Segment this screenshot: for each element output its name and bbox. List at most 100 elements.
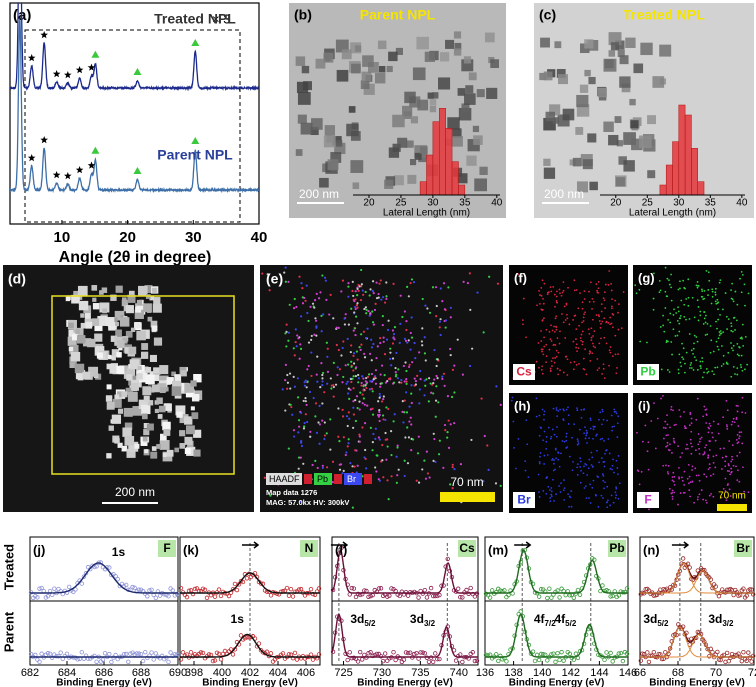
element-dot xyxy=(354,307,357,311)
scatter-point xyxy=(147,588,152,593)
element-dot xyxy=(736,373,739,376)
element-dot xyxy=(703,371,705,374)
element-dot xyxy=(323,434,327,437)
element-dot xyxy=(449,483,452,486)
element-dot xyxy=(341,408,344,411)
scatter-point xyxy=(47,651,53,657)
peak-label: 4f7/2 xyxy=(534,612,556,628)
element-dot xyxy=(358,435,361,438)
element-dot xyxy=(374,427,377,430)
scatter-point xyxy=(422,651,428,656)
element-dot xyxy=(570,505,573,508)
element-dot xyxy=(487,468,490,471)
scatter-point xyxy=(646,659,652,665)
element-dot xyxy=(686,443,688,446)
element-dot xyxy=(707,289,710,291)
x-tick-label: 690 xyxy=(169,667,187,679)
element-dot xyxy=(700,489,703,491)
element-dot xyxy=(321,373,324,377)
element-dot xyxy=(284,363,287,366)
element-dot xyxy=(610,289,613,292)
element-dot xyxy=(494,482,498,485)
element-dot xyxy=(693,501,695,504)
element-dot xyxy=(427,377,431,380)
element-dot xyxy=(684,362,686,365)
element-dot xyxy=(354,449,357,452)
element-dot xyxy=(390,475,393,478)
scatter-point xyxy=(278,589,284,595)
scale-label: 70 nm xyxy=(718,491,746,502)
element-dot xyxy=(670,405,673,408)
element-dot xyxy=(266,273,269,276)
scale-label: 70 nm xyxy=(450,475,483,489)
element-dot xyxy=(401,315,404,319)
element-dot xyxy=(668,279,670,282)
element-dot xyxy=(363,422,367,425)
element-dot xyxy=(358,285,361,288)
element-dot xyxy=(705,270,708,272)
element-dot xyxy=(670,286,673,289)
element-dot xyxy=(304,413,307,416)
peak-label-sub: 5/2 xyxy=(657,619,669,628)
nanoplatelet xyxy=(147,316,153,322)
element-dot xyxy=(338,468,342,471)
scatter-point xyxy=(744,658,749,664)
element-dot xyxy=(725,399,728,402)
element-dot xyxy=(572,368,575,371)
element-dot xyxy=(715,320,717,323)
scatter-point xyxy=(198,650,204,655)
element-dot xyxy=(567,414,570,417)
element-dot xyxy=(738,451,741,454)
peak-label: 3d5/2 xyxy=(350,612,376,628)
element-dot xyxy=(358,408,361,411)
element-dot xyxy=(595,314,598,316)
element-dot xyxy=(402,421,405,424)
element-dot xyxy=(319,386,322,389)
element-dot xyxy=(692,352,694,355)
element-dot xyxy=(721,345,723,347)
scatter-point xyxy=(292,650,298,656)
element-dot xyxy=(706,322,709,325)
element-dot xyxy=(555,325,557,328)
element-dot xyxy=(596,291,599,294)
nanoplatelet xyxy=(142,386,152,396)
element-dot xyxy=(734,373,736,375)
element-dot xyxy=(720,332,723,335)
element-dot xyxy=(432,459,435,462)
element-dot xyxy=(601,423,603,426)
x-tick-label: 10 xyxy=(54,229,71,246)
fit-curve xyxy=(485,549,628,594)
element-dot xyxy=(381,414,385,417)
scatter-point xyxy=(268,651,274,656)
element-dot xyxy=(708,422,711,425)
element-dot xyxy=(385,297,388,300)
element-dot xyxy=(357,381,360,384)
element-dot xyxy=(702,415,705,418)
element-dot xyxy=(679,361,682,364)
element-dot xyxy=(596,358,599,360)
element-dot xyxy=(482,331,485,334)
element-dot xyxy=(411,438,415,441)
element-dot xyxy=(602,479,605,482)
legend-swatch xyxy=(314,473,332,485)
fit-curve xyxy=(331,613,478,658)
element-dot xyxy=(371,449,374,452)
plot-frame xyxy=(331,600,479,666)
element-dot xyxy=(345,382,348,385)
element-dot xyxy=(611,464,614,467)
element-dot xyxy=(348,417,351,420)
element-dot xyxy=(717,337,720,340)
peak-label: 3d3/2 xyxy=(708,612,734,628)
element-dot xyxy=(600,322,602,325)
element-dot xyxy=(496,282,500,285)
element-dot xyxy=(736,479,739,482)
element-dot xyxy=(541,308,544,311)
element-dot xyxy=(349,461,352,465)
element-dot xyxy=(395,351,398,355)
element-dot xyxy=(389,377,392,380)
element-dot xyxy=(603,299,606,302)
nanoplatelet xyxy=(126,448,136,458)
nanoplatelet xyxy=(87,338,96,348)
element-dot xyxy=(664,266,667,269)
element-dot xyxy=(602,497,604,499)
